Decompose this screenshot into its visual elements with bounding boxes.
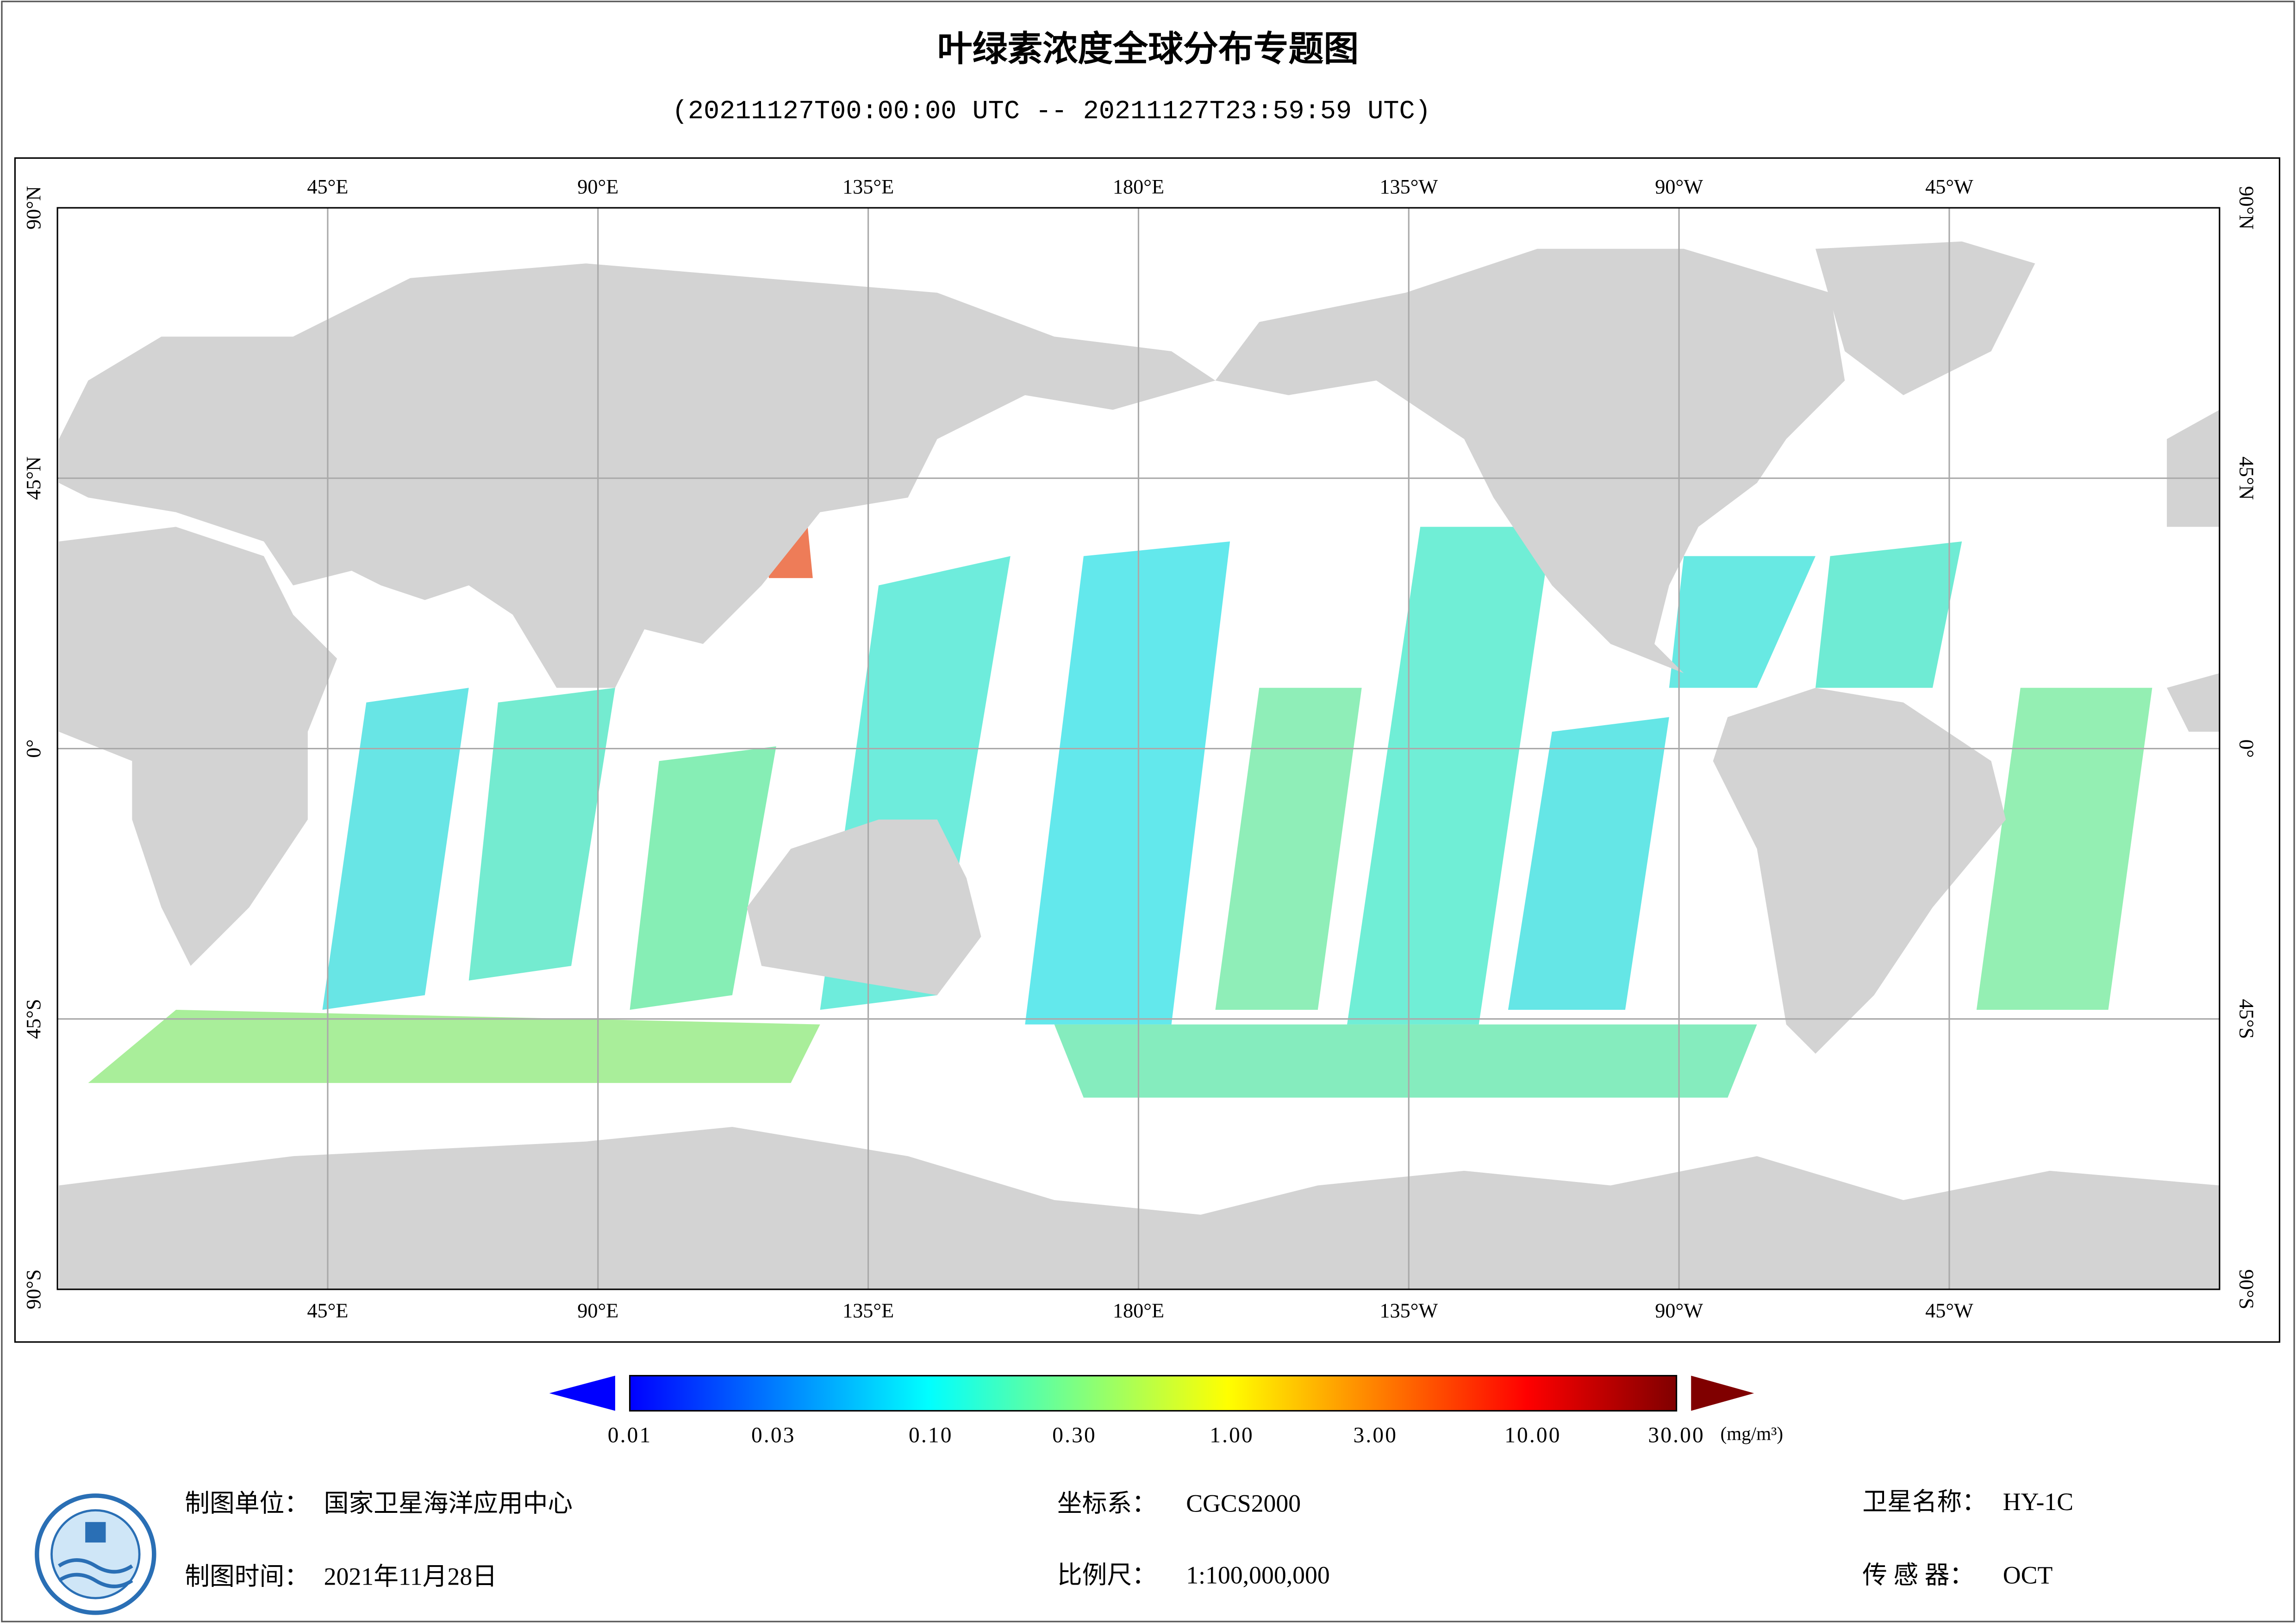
footer-label: 制图单位： <box>185 1489 309 1517</box>
eurasia <box>59 263 1216 688</box>
swath <box>1025 541 1230 1025</box>
title: 叶绿素浓度全球分布专题图 <box>937 29 1359 69</box>
australia <box>747 819 981 995</box>
lon-label: 45°W <box>1925 1300 1973 1322</box>
lon-label: 90°W <box>1655 1300 1703 1322</box>
lat-label: 0° <box>2235 740 2258 758</box>
swath <box>1816 541 1962 688</box>
swath <box>1508 717 1669 1010</box>
lat-label: 0° <box>22 740 45 758</box>
lat-label: 45°S <box>22 999 45 1039</box>
greenland <box>1816 241 2035 395</box>
south-america <box>1713 688 2006 1054</box>
swaths <box>88 504 2152 1098</box>
lon-label: 135°W <box>1379 175 1438 198</box>
footer-label: 制图时间： <box>185 1562 309 1590</box>
north-america <box>1215 249 1845 688</box>
lon-label: 135°E <box>842 1300 894 1322</box>
colorbar-extend-low <box>549 1375 615 1411</box>
colorbar <box>629 1374 1678 1412</box>
logo <box>35 1493 156 1615</box>
footer-value: 1:100,000,000 <box>1186 1561 1330 1589</box>
map-border <box>56 207 2221 1290</box>
lon-label: 180°E <box>1113 175 1164 198</box>
lon-label: 135°E <box>842 175 894 198</box>
swath <box>630 746 776 1010</box>
colorbar-tick-label: 0.10 <box>909 1423 953 1447</box>
lat-label: 45°S <box>2235 999 2258 1039</box>
colorbar-extend-high <box>1691 1375 1754 1411</box>
lon-label: 90°E <box>577 175 618 198</box>
map <box>56 207 2221 1290</box>
colorbar-tick-label: 30.00 <box>1648 1423 1705 1447</box>
footer-label: 坐标系： <box>1057 1489 1157 1517</box>
lon-label: 135°W <box>1379 1300 1438 1322</box>
colorbar-unit: (mg/m³) <box>1720 1423 1783 1445</box>
lat-label: 90°N <box>2235 186 2258 230</box>
swath <box>1669 556 1816 688</box>
footer-value: CGCS2000 <box>1186 1489 1301 1517</box>
lon-label: 90°E <box>577 1300 618 1322</box>
africa <box>59 527 337 966</box>
footer-value: 2021年11月28日 <box>324 1562 497 1590</box>
lon-label: 90°W <box>1655 175 1703 198</box>
colorbar-tick-label: 10.00 <box>1504 1423 1561 1447</box>
lat-label: 45°N <box>2235 456 2258 500</box>
swath <box>88 1009 820 1083</box>
colorbar-tick-label: 0.03 <box>751 1423 796 1447</box>
swath <box>1215 688 1362 1010</box>
subtitle: (20211127T00:00:00 UTC -- 20211127T23:59… <box>672 97 1431 126</box>
footer: 制图单位： 国家卫星海洋应用中心 制图时间： 2021年11月28日 坐标系： … <box>35 1488 2073 1615</box>
colorbar-tick-label: 0.30 <box>1052 1423 1097 1447</box>
land <box>59 241 2220 1289</box>
colorbar-tick-label: 1.00 <box>1210 1423 1254 1447</box>
swath <box>468 688 615 981</box>
lat-label: 45°N <box>22 456 45 500</box>
lon-label: 45°W <box>1925 175 1973 198</box>
lat-label: 90°S <box>2235 1269 2258 1310</box>
lon-label: 45°E <box>307 175 348 198</box>
swath <box>1976 688 2152 1010</box>
africa-west <box>2166 673 2220 732</box>
footer-label: 卫星名称： <box>1862 1488 1987 1516</box>
footer-value: 国家卫星海洋应用中心 <box>324 1489 573 1517</box>
colorbar-tick-label: 3.00 <box>1354 1423 1398 1447</box>
lat-label: 90°S <box>22 1269 45 1310</box>
lon-label: 180°E <box>1113 1300 1164 1322</box>
swath <box>322 688 469 1010</box>
lat-label: 90°N <box>22 186 45 230</box>
footer-value: OCT <box>2003 1561 2053 1589</box>
colorbar-tick-label: 0.01 <box>608 1423 652 1447</box>
europe-west <box>2166 410 2220 527</box>
swath <box>1054 1024 1757 1098</box>
map-frame <box>14 157 2281 1343</box>
footer-label: 传 感 器： <box>1862 1561 1974 1589</box>
swath <box>1347 527 1552 1025</box>
footer-value: HY-1C <box>2003 1488 2073 1516</box>
footer-label: 比例尺： <box>1057 1561 1157 1589</box>
lon-label: 45°E <box>307 1300 348 1322</box>
